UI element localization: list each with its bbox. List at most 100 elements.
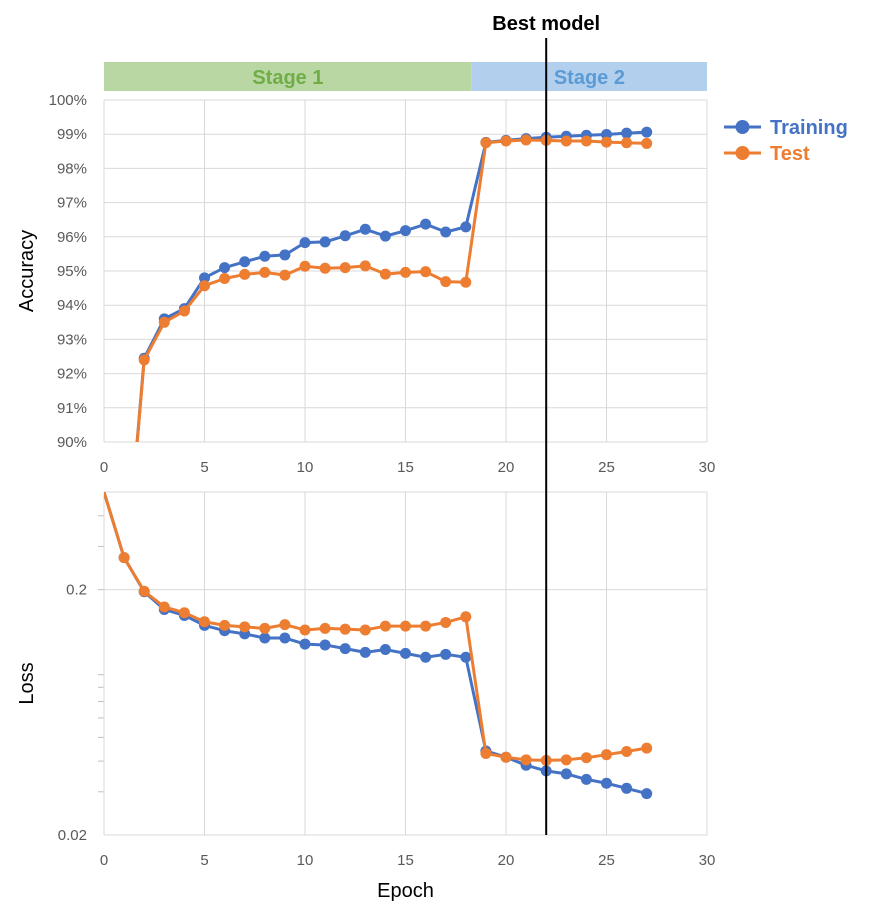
accuracy-y-tick-label: 99%	[57, 126, 87, 143]
accuracy-y-tick-label: 91%	[57, 400, 87, 417]
loss-series-test	[104, 492, 653, 766]
loss-point-test	[299, 624, 311, 636]
accuracy-y-tick-label: 98%	[57, 160, 87, 177]
loss-point-training	[560, 768, 572, 780]
best-model-label: Best model	[492, 13, 600, 35]
loss-x-tick-label: 0	[100, 852, 108, 869]
loss-x-tick-label: 25	[598, 852, 615, 869]
stage1-label: Stage 1	[252, 67, 323, 89]
loss-y-tick-label: 0.02	[58, 827, 87, 844]
loss-point-test	[239, 621, 251, 633]
accuracy-point-test	[259, 266, 271, 278]
stage1-band	[104, 62, 472, 91]
accuracy-x-ticks: 0 5 10 15 20 25 30	[100, 459, 716, 476]
loss-x-axis-title: Epoch	[377, 880, 434, 902]
loss-point-test	[400, 620, 411, 632]
accuracy-point-test	[219, 273, 231, 285]
loss-x-ticks: 0 5 10 15 20 25 30	[100, 852, 716, 869]
loss-point-test	[359, 624, 371, 636]
accuracy-panel: 90% 91% 92% 93% 94% 95% 96% 97% 98% 99% 100% 0 5 10 1…	[16, 92, 716, 476]
loss-point-training	[339, 643, 351, 655]
accuracy-point-test	[420, 266, 432, 278]
loss-y-tick-label: 0.2	[66, 582, 87, 599]
loss-point-training	[259, 632, 271, 644]
accuracy-point-training	[379, 230, 391, 242]
accuracy-point-test	[339, 262, 351, 274]
accuracy-point-test	[178, 305, 190, 317]
accuracy-point-training	[601, 129, 612, 141]
accuracy-series	[135, 126, 653, 442]
accuracy-point-test	[440, 276, 452, 288]
accuracy-line-test	[135, 138, 647, 442]
loss-x-tick-label: 30	[699, 852, 716, 869]
loss-line-training	[104, 492, 648, 796]
accuracy-point-training	[299, 237, 311, 249]
loss-point-training	[319, 639, 331, 651]
accuracy-point-test	[379, 268, 391, 280]
accuracy-y-tick-label: 97%	[57, 195, 87, 212]
loss-point-test	[339, 623, 351, 635]
accuracy-point-training	[319, 236, 331, 248]
loss-grid	[98, 491, 708, 836]
accuracy-y-ticks: 90% 91% 92% 93% 94% 95% 96% 97% 98% 99% 100%	[49, 92, 87, 451]
accuracy-x-tick-label: 20	[498, 459, 515, 476]
accuracy-x-tick-label: 15	[397, 459, 414, 476]
loss-point-training	[279, 632, 291, 644]
accuracy-point-training	[279, 249, 291, 261]
loss-point-training	[359, 646, 371, 658]
loss-point-test	[560, 754, 572, 766]
loss-point-test	[500, 751, 512, 763]
legend-marker-swatch	[735, 120, 750, 134]
loss-point-training	[299, 638, 311, 650]
stage2-label: Stage 2	[554, 67, 625, 89]
accuracy-point-training	[259, 250, 271, 262]
accuracy-point-test	[520, 134, 532, 146]
accuracy-point-test	[580, 135, 592, 147]
loss-point-test	[580, 752, 592, 764]
accuracy-point-test	[158, 316, 170, 328]
accuracy-point-training	[420, 218, 432, 230]
loss-point-training	[460, 651, 472, 663]
loss-point-test	[379, 620, 391, 632]
legend-item-test: Test	[724, 143, 810, 165]
loss-point-training	[420, 651, 432, 663]
accuracy-point-test	[138, 354, 150, 366]
loss-point-test	[520, 754, 532, 766]
accuracy-point-test	[460, 276, 472, 288]
loss-series	[104, 492, 653, 800]
loss-point-training	[641, 788, 653, 800]
loss-point-test	[118, 552, 130, 564]
loss-x-tick-label: 10	[297, 852, 314, 869]
accuracy-point-training	[219, 262, 231, 274]
loss-x-tick-label: 5	[200, 852, 208, 869]
accuracy-y-axis-title: Accuracy	[16, 230, 38, 312]
accuracy-point-training	[339, 230, 351, 242]
accuracy-y-tick-label: 96%	[57, 229, 87, 246]
loss-point-test	[279, 619, 291, 631]
accuracy-point-test	[400, 266, 411, 278]
legend-label: Training	[770, 117, 848, 139]
loss-point-test	[440, 616, 452, 628]
loss-point-training	[621, 782, 633, 794]
loss-point-test	[460, 611, 472, 623]
accuracy-point-test	[359, 260, 371, 272]
accuracy-point-training	[440, 226, 452, 238]
accuracy-point-training	[199, 272, 210, 284]
accuracy-x-tick-label: 10	[297, 459, 314, 476]
loss-point-training	[580, 773, 592, 785]
accuracy-point-test	[480, 137, 492, 149]
loss-point-training	[440, 648, 452, 660]
legend-marker-swatch	[735, 146, 750, 160]
loss-x-tick-label: 15	[397, 852, 414, 869]
accuracy-point-test	[299, 260, 311, 272]
accuracy-point-test	[601, 136, 612, 148]
loss-point-training	[601, 777, 612, 789]
accuracy-x-tick-label: 0	[100, 459, 108, 476]
accuracy-point-test	[560, 135, 572, 147]
stage2-band	[471, 62, 707, 91]
accuracy-point-test	[641, 137, 653, 149]
accuracy-x-tick-label: 30	[699, 459, 716, 476]
loss-point-training	[379, 644, 391, 656]
loss-point-test	[601, 749, 612, 761]
